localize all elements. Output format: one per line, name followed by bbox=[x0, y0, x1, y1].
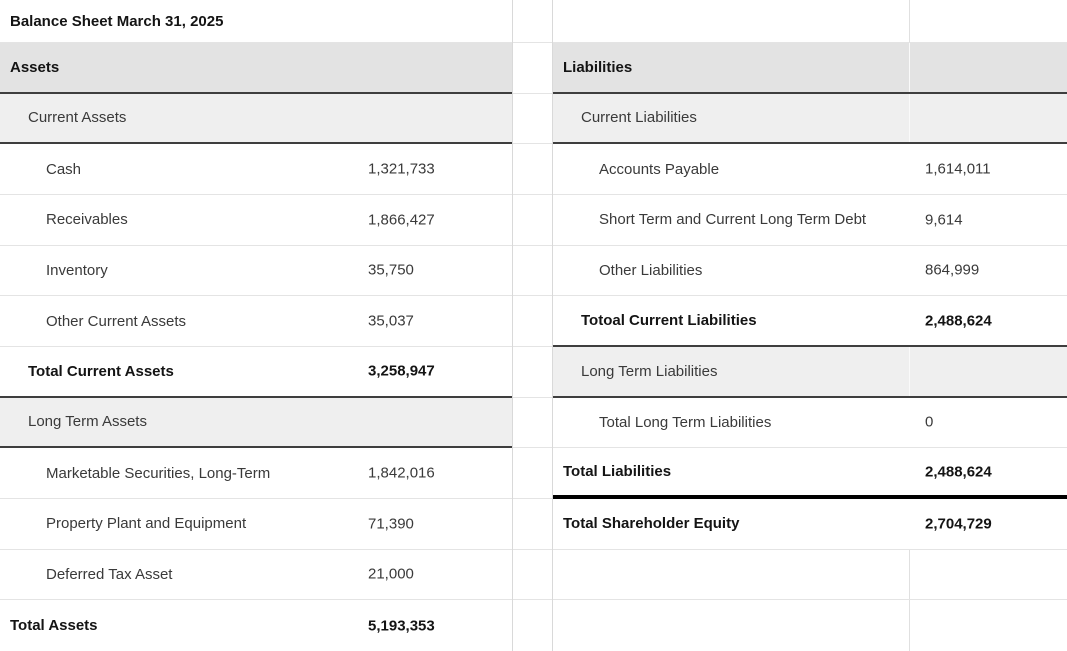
row-receivables[interactable]: Receivables 1,866,427 bbox=[0, 195, 512, 246]
subsection-label: Long Term Liabilities bbox=[581, 362, 718, 380]
assets-table: Balance Sheet March 31, 2025 Assets Curr… bbox=[0, 0, 512, 651]
row-label: Total Shareholder Equity bbox=[563, 515, 740, 533]
row-total-current-liabilities[interactable]: Totoal Current Liabilities 2,488,624 bbox=[553, 296, 1067, 347]
row-property-plant-equipment[interactable]: Property Plant and Equipment 71,390 bbox=[0, 499, 512, 550]
empty-row[interactable] bbox=[553, 600, 1067, 651]
empty-cell[interactable] bbox=[513, 448, 552, 499]
row-total-shareholder-equity[interactable]: Total Shareholder Equity 2,704,729 bbox=[553, 499, 1067, 550]
row-value: 3,258,947 bbox=[368, 362, 435, 380]
row-value: 9,614 bbox=[925, 211, 963, 229]
empty-cell[interactable] bbox=[513, 43, 552, 94]
section-header-label: Assets bbox=[10, 58, 60, 76]
empty-cell[interactable] bbox=[513, 550, 552, 601]
row-value: 1,842,016 bbox=[368, 464, 435, 482]
row-value: 0 bbox=[925, 413, 934, 431]
row-label: Other Current Assets bbox=[46, 312, 187, 330]
row-value: 864,999 bbox=[925, 261, 980, 279]
row-label: Property Plant and Equipment bbox=[46, 515, 247, 533]
long-term-liabilities-subheader-row[interactable]: Long Term Liabilities bbox=[553, 347, 1067, 398]
row-label: Totoal Current Liabilities bbox=[581, 312, 757, 330]
row-value: 35,750 bbox=[368, 261, 414, 279]
row-accounts-payable[interactable]: Accounts Payable 1,614,011 bbox=[553, 144, 1067, 195]
column-divider bbox=[909, 43, 910, 92]
row-value: 71,390 bbox=[368, 515, 414, 533]
row-value: 35,037 bbox=[368, 312, 414, 330]
row-label: Total Assets bbox=[10, 617, 98, 635]
row-label: Accounts Payable bbox=[599, 160, 720, 178]
row-label: Total Liabilities bbox=[563, 463, 672, 481]
empty-cell[interactable] bbox=[513, 499, 552, 550]
section-header-label: Liabilities bbox=[563, 58, 633, 76]
empty-cell[interactable] bbox=[513, 296, 552, 347]
row-total-current-assets[interactable]: Total Current Assets 3,258,947 bbox=[0, 347, 512, 398]
subsection-label: Long Term Assets bbox=[28, 413, 147, 431]
column-divider bbox=[909, 0, 910, 42]
spacer-column bbox=[512, 0, 553, 651]
row-total-assets[interactable]: Total Assets 5,193,353 bbox=[0, 600, 512, 651]
balance-sheet-title-row[interactable]: Balance Sheet March 31, 2025 bbox=[0, 0, 512, 43]
current-liabilities-subheader-row[interactable]: Current Liabilities bbox=[553, 93, 1067, 145]
empty-cell[interactable] bbox=[513, 195, 552, 246]
row-value: 1,866,427 bbox=[368, 211, 435, 229]
row-label: Inventory bbox=[46, 261, 108, 279]
row-label: Receivables bbox=[46, 211, 128, 229]
row-label: Total Current Assets bbox=[28, 362, 174, 380]
liabilities-header-row[interactable]: Liabilities bbox=[553, 43, 1067, 94]
row-cash[interactable]: Cash 1,321,733 bbox=[0, 144, 512, 195]
row-value: 2,488,624 bbox=[925, 312, 992, 330]
row-short-term-debt[interactable]: Short Term and Current Long Term Debt 9,… bbox=[553, 195, 1067, 246]
row-label: Total Long Term Liabilities bbox=[599, 413, 772, 431]
subsection-label: Current Liabilities bbox=[581, 109, 697, 127]
page-title: Balance Sheet March 31, 2025 bbox=[10, 12, 224, 30]
row-other-current-assets[interactable]: Other Current Assets 35,037 bbox=[0, 296, 512, 347]
column-divider bbox=[909, 600, 910, 651]
current-assets-subheader-row[interactable]: Current Assets bbox=[0, 93, 512, 145]
row-marketable-securities[interactable]: Marketable Securities, Long-Term 1,842,0… bbox=[0, 448, 512, 499]
empty-cell[interactable] bbox=[513, 398, 552, 449]
row-label: Other Liabilities bbox=[599, 261, 703, 279]
row-label: Short Term and Current Long Term Debt bbox=[599, 211, 867, 229]
row-label: Cash bbox=[46, 160, 82, 178]
row-total-liabilities[interactable]: Total Liabilities 2,488,624 bbox=[553, 448, 1067, 499]
row-value: 2,704,729 bbox=[925, 515, 992, 533]
empty-cell[interactable] bbox=[513, 94, 552, 145]
empty-cell[interactable] bbox=[513, 0, 552, 43]
row-total-long-term-liabilities[interactable]: Total Long Term Liabilities 0 bbox=[553, 397, 1067, 449]
row-label: Marketable Securities, Long-Term bbox=[46, 464, 271, 482]
row-value: 5,193,353 bbox=[368, 617, 435, 635]
subsection-label: Current Assets bbox=[28, 109, 127, 127]
long-term-assets-subheader-row[interactable]: Long Term Assets bbox=[0, 397, 512, 449]
row-label: Deferred Tax Asset bbox=[46, 565, 173, 583]
row-inventory[interactable]: Inventory 35,750 bbox=[0, 245, 512, 297]
column-divider bbox=[909, 93, 910, 143]
row-value: 1,321,733 bbox=[368, 160, 435, 178]
row-other-liabilities[interactable]: Other Liabilities 864,999 bbox=[553, 245, 1067, 297]
row-value: 21,000 bbox=[368, 565, 414, 583]
liabilities-table: Liabilities Current Liabilities Accounts… bbox=[553, 0, 1067, 651]
empty-cell[interactable] bbox=[513, 246, 552, 297]
empty-cell[interactable] bbox=[513, 347, 552, 398]
empty-row[interactable] bbox=[553, 549, 1067, 601]
empty-cell[interactable] bbox=[513, 144, 552, 195]
row-value: 2,488,624 bbox=[925, 463, 992, 481]
empty-row[interactable] bbox=[553, 0, 1067, 43]
assets-header-row[interactable]: Assets bbox=[0, 43, 512, 94]
row-deferred-tax-asset[interactable]: Deferred Tax Asset 21,000 bbox=[0, 549, 512, 601]
column-divider bbox=[909, 549, 910, 600]
row-value: 1,614,011 bbox=[925, 160, 991, 178]
column-divider bbox=[909, 347, 910, 396]
empty-cell[interactable] bbox=[513, 600, 552, 651]
